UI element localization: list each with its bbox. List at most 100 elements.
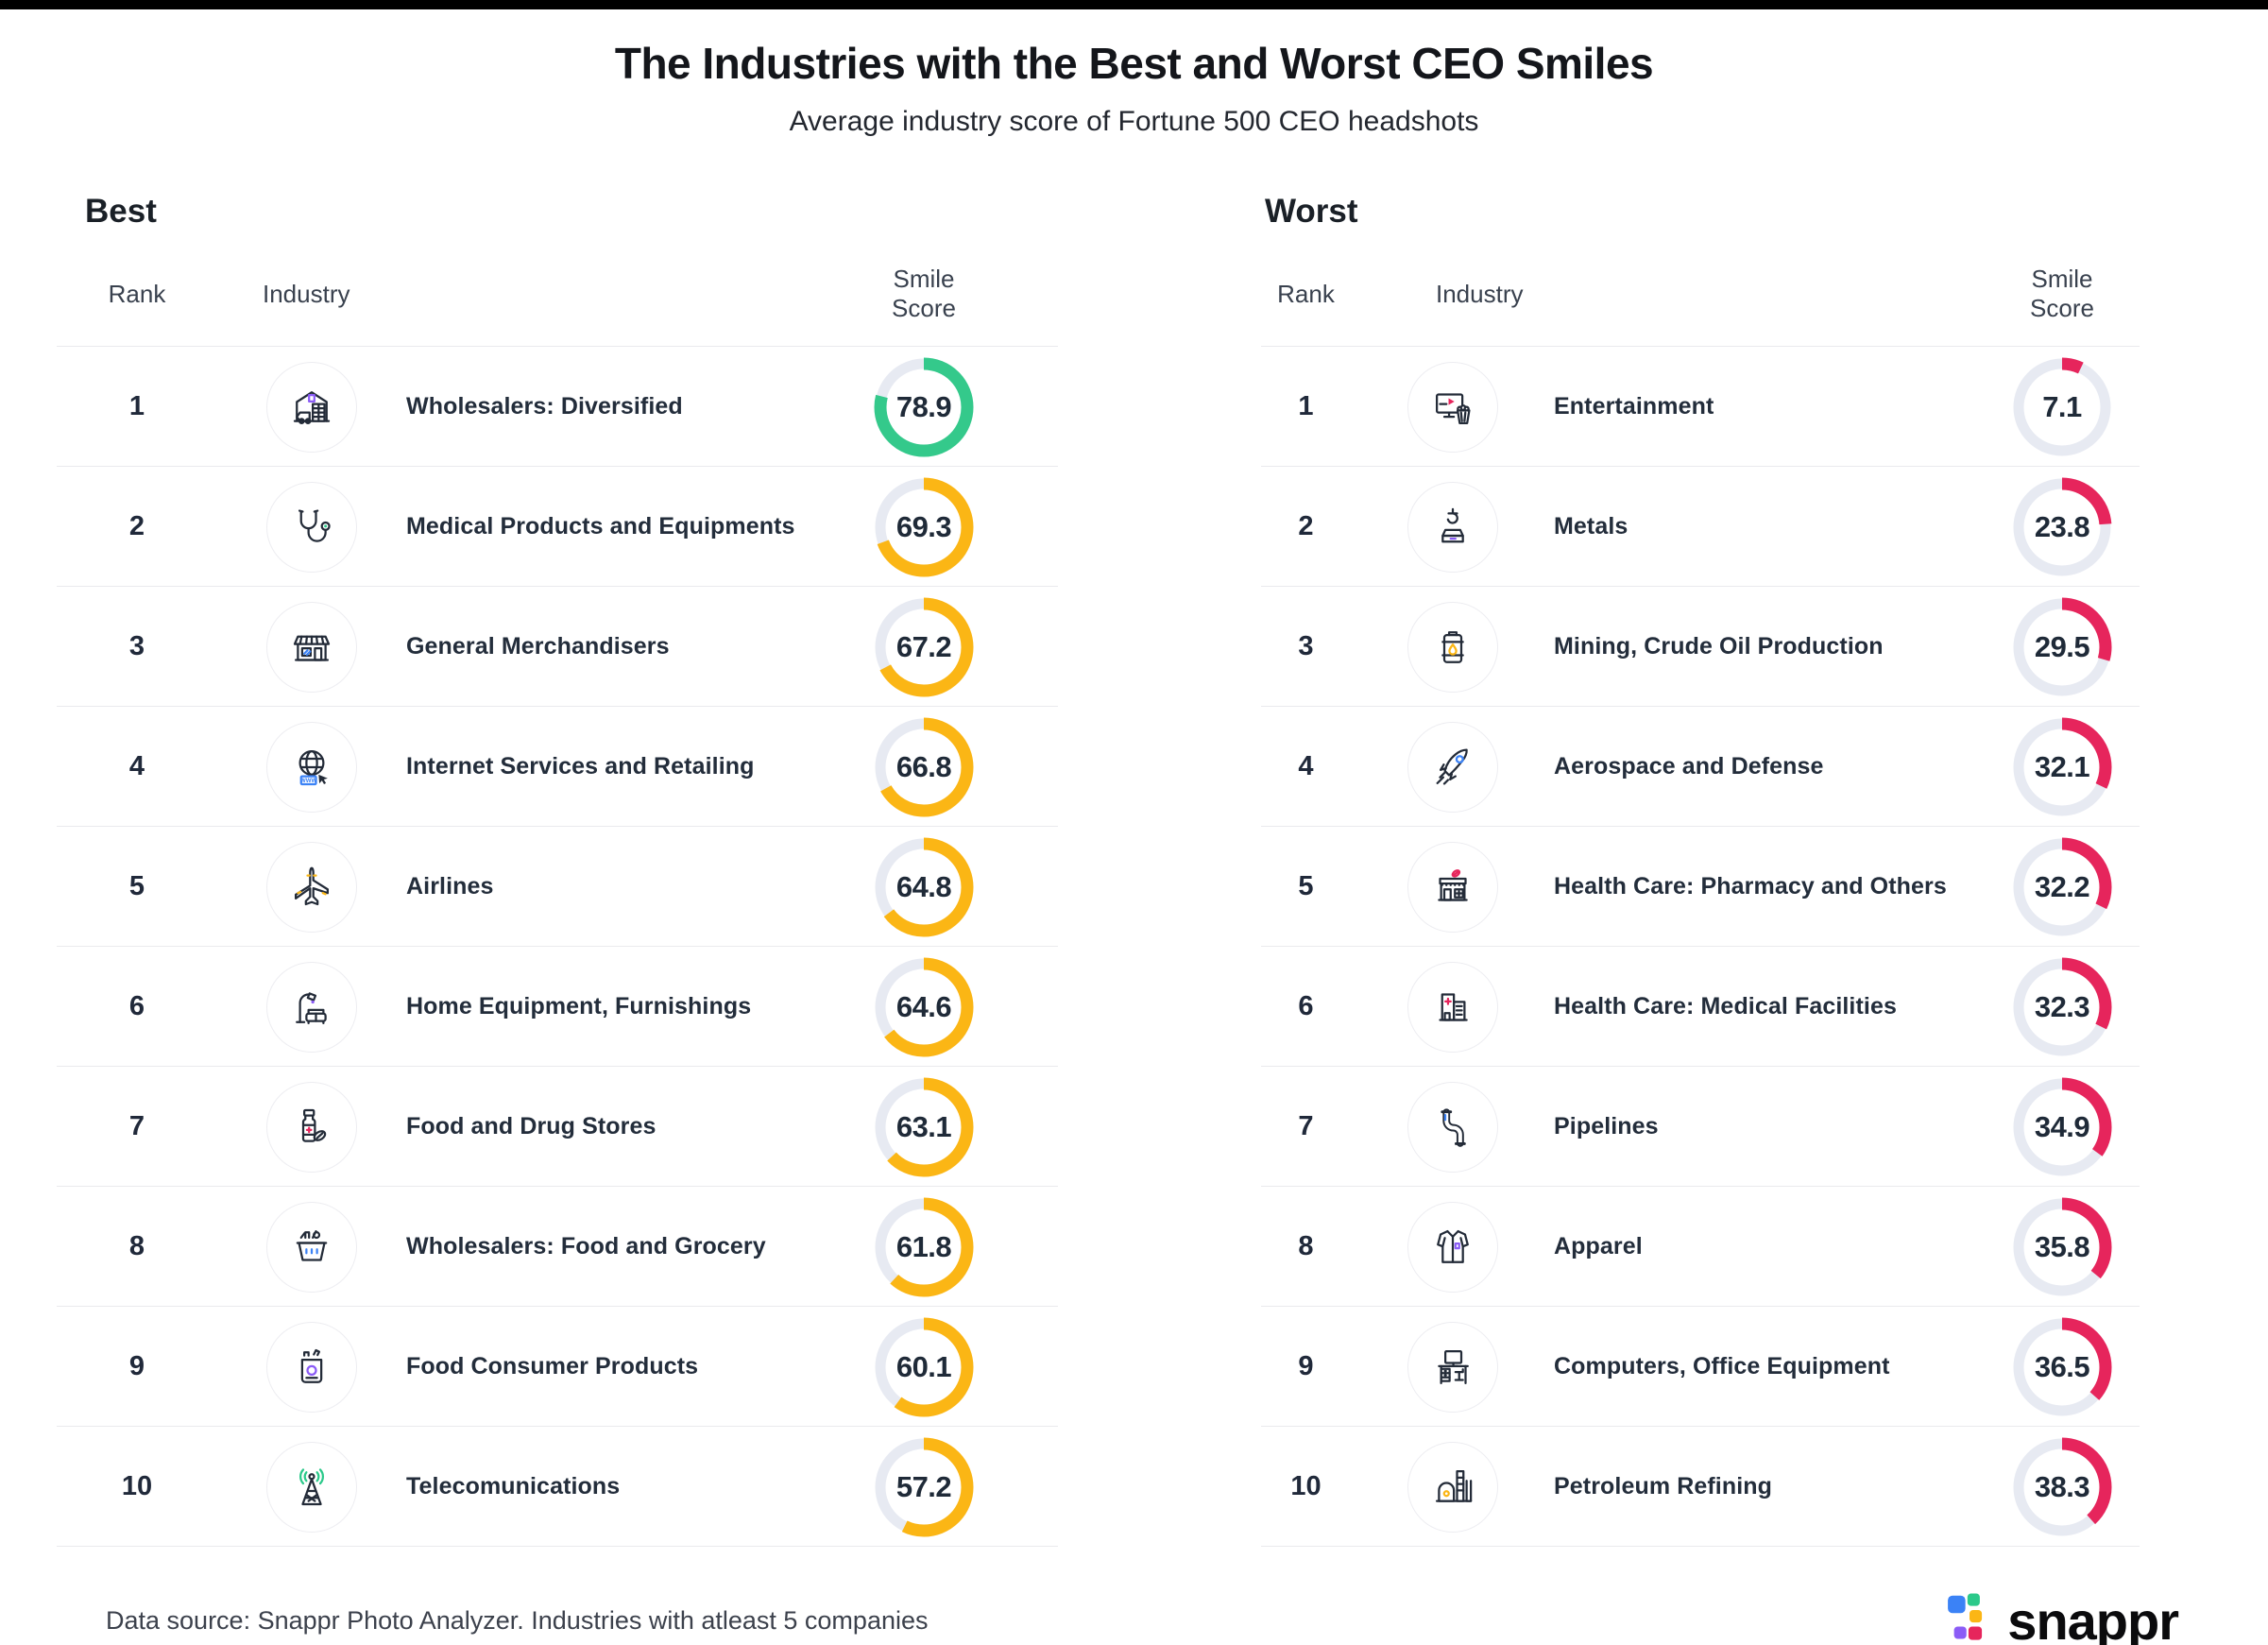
industry-label: Wholesalers: Food and Grocery [406,1233,766,1259]
smile-score-value: 63.1 [895,1109,952,1143]
rocket-icon [1407,721,1498,813]
rank-value: 9 [128,1351,145,1381]
industry-label: Airlines [406,873,494,900]
refinery-icon [1407,1441,1498,1533]
smile-score-gauge: 34.9 [1998,1067,2126,1187]
shopping-bag-icon [266,1321,357,1413]
table-row: 10 Petroleum Refining 38.3 [1261,1427,2140,1547]
column-header-industry: Industry [1436,279,1524,308]
smile-score-gauge: 60.1 [860,1307,988,1427]
table-row: 8 Apparel 35.8 [1261,1187,2140,1307]
jacket-icon [1407,1201,1498,1293]
rank-value: 2 [128,511,145,541]
industry-label: Metals [1554,513,1629,540]
smile-score-gauge: 29.5 [1998,587,2126,707]
table-row: 6 Home Equipment, Furnishings 64.6 [57,947,1058,1067]
table-row: 4 Aerospace and Defense 32.1 [1261,707,2140,827]
column-header-industry: Industry [263,279,350,308]
smile-score-gauge: 57.2 [860,1427,988,1547]
smile-score-gauge: 63.1 [860,1067,988,1187]
worst-heading: Worst [1265,193,1358,230]
rank-value: 4 [128,751,145,781]
best-table: Best Rank Industry Smile Score 1 Wholesa… [57,193,1058,1547]
top-accent-bar [0,0,2268,9]
rank-value: 9 [1298,1351,1314,1381]
industry-label: Telecomunications [406,1473,621,1499]
rank-value: 1 [1298,391,1314,421]
smile-score-value: 29.5 [2034,629,2090,663]
industry-label: Pipelines [1554,1113,1659,1140]
column-header-rank: Rank [108,279,166,308]
rank-value: 7 [128,1111,145,1141]
industry-label: Internet Services and Retailing [406,753,755,780]
rank-value: 2 [1298,511,1314,541]
smile-score-value: 38.3 [2034,1469,2090,1503]
smile-score-gauge: 38.3 [1998,1427,2126,1547]
table-row: 8 Wholesalers: Food and Grocery 61.8 [57,1187,1058,1307]
industry-label: Food and Drug Stores [406,1113,657,1140]
medicine-bottle-icon [266,1081,357,1173]
worst-table: Worst Rank Industry Smile Score 1 Entert… [1261,193,2140,1547]
smile-score-value: 36.5 [2034,1349,2090,1383]
rank-value: 10 [121,1471,153,1501]
rank-value: 6 [128,991,145,1021]
industry-label: Apparel [1554,1233,1643,1259]
industry-label: Home Equipment, Furnishings [406,993,752,1020]
smile-score-gauge: 32.3 [1998,947,2126,1067]
table-row: 2 Medical Products and Equipments 69.3 [57,467,1058,587]
snappr-logo-mark [1948,1593,1983,1640]
smile-score-value: 60.1 [895,1349,952,1383]
rank-value: 3 [1298,631,1314,661]
industry-label: Health Care: Pharmacy and Others [1554,873,1947,900]
table-row: 5 Health Care: Pharmacy and Others 32.2 [1261,827,2140,947]
storefront-icon [266,601,357,693]
computer-desk-icon [1407,1321,1498,1413]
industry-label: Mining, Crude Oil Production [1554,633,1884,660]
smile-score-value: 69.3 [895,509,952,543]
data-source-note: Data source: Snappr Photo Analyzer. Indu… [106,1606,929,1635]
table-row: 5 Airlines 64.8 [57,827,1058,947]
table-row: 9 Food Consumer Products 60.1 [57,1307,1058,1427]
smile-score-value: 64.8 [895,869,952,903]
svg-text:WWW: WWW [300,779,316,784]
table-row: 3 Mining, Crude Oil Production 29.5 [1261,587,2140,707]
smile-score-gauge: 67.2 [860,587,988,707]
smile-score-gauge: 61.8 [860,1187,988,1307]
smile-score-gauge: 36.5 [1998,1307,2126,1427]
airplane-icon [266,841,357,933]
smile-score-gauge: 32.2 [1998,827,2126,947]
rank-value: 4 [1298,751,1314,781]
column-header-smile-score: Smile Score [892,265,956,322]
warehouse-truck-icon [266,361,357,453]
smile-score-value: 35.8 [2034,1229,2090,1263]
best-heading: Best [85,193,157,230]
page-title: The Industries with the Best and Worst C… [614,39,1654,88]
content: Best Rank Industry Smile Score 1 Wholesa… [0,193,2268,1547]
table-row: 10 Telecomunications 57.2 [57,1427,1058,1547]
smile-score-value: 7.1 [2042,389,2082,423]
smile-score-value: 32.1 [2034,749,2090,783]
snappr-logo-text: snappr [2007,1591,2179,1645]
rank-value: 3 [128,631,145,661]
industry-label: Petroleum Refining [1554,1473,1772,1499]
smile-score-value: 61.8 [895,1229,952,1263]
rank-value: 5 [1298,871,1314,901]
oil-barrel-icon [1407,601,1498,693]
smile-score-gauge: 23.8 [1998,467,2126,587]
radio-tower-icon [266,1441,357,1533]
column-header-smile-score: Smile Score [2030,265,2094,322]
industry-label: Aerospace and Defense [1554,753,1824,780]
page-header: The Industries with the Best and Worst C… [0,9,2268,138]
smile-score-value: 57.2 [895,1469,952,1503]
grocery-basket-icon [266,1201,357,1293]
table-row: 3 General Merchandisers 67.2 [57,587,1058,707]
smile-score-gauge: 78.9 [860,347,988,467]
smile-score-value: 66.8 [895,749,952,783]
industry-label: Health Care: Medical Facilities [1554,993,1897,1020]
smile-score-value: 32.3 [2034,989,2090,1023]
rank-value: 5 [128,871,145,901]
pharmacy-store-icon [1407,841,1498,933]
industry-label: Wholesalers: Diversified [406,393,683,420]
smile-score-gauge: 32.1 [1998,707,2126,827]
industry-label: Computers, Office Equipment [1554,1353,1890,1379]
